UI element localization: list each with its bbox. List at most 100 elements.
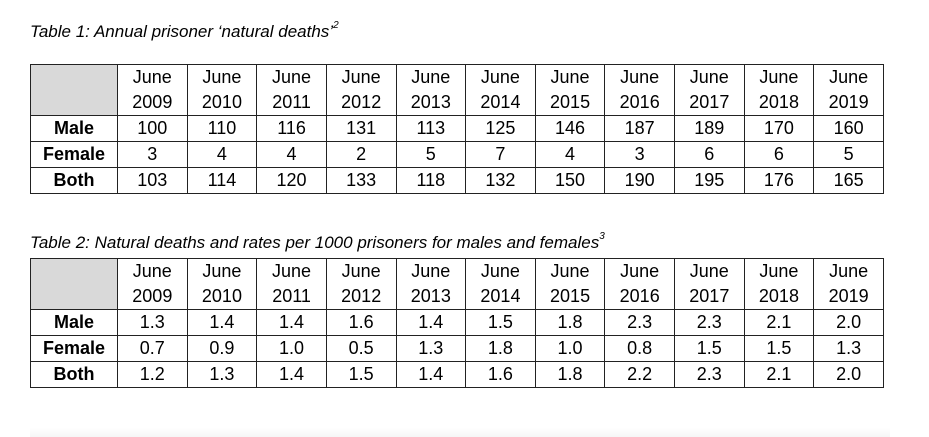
table2-footnote-marker: 3 [599,231,605,243]
column-header-year: 2013 [410,92,451,112]
table-cell: 187 [604,115,675,142]
table-cell: 4 [534,141,606,168]
column-header-month: June [550,67,590,87]
column-header-month: June [272,67,312,87]
table-cell: 1.4 [256,361,327,388]
table-cell: 1.4 [186,309,258,336]
column-header: June 2009 [117,64,188,116]
table-cell: 1.8 [465,335,536,362]
table-cell: 1.5 [465,309,536,336]
column-header-month: June [550,261,590,281]
column-header-month: June [689,67,729,87]
table-cell: 1.8 [534,309,606,336]
column-header-month: June [202,261,242,281]
column-header-year: 2015 [550,286,591,306]
column-header-year: 2009 [132,92,173,112]
table-cell: 2.1 [743,361,815,388]
column-header-month: June [132,261,172,281]
column-header-year: 2019 [828,286,869,306]
table-cell: 189 [674,115,745,142]
table-cell: 5 [813,141,884,168]
table-cell: 0.7 [117,335,188,362]
column-header-month: June [759,261,799,281]
table-cell: 118 [395,167,467,194]
column-header-year: 2009 [132,286,173,306]
column-header: June 2017 [674,64,745,116]
corner-cell [30,258,118,310]
table-row: Male 100 110 116 131 113 125 146 187 189 170 160 [30,115,884,142]
table-cell: 170 [743,115,815,142]
table-cell: 165 [813,167,884,194]
table-cell: 1.0 [534,335,606,362]
column-header: June 2010 [186,64,258,116]
table-cell: 150 [534,167,606,194]
column-header: June 2016 [604,258,675,310]
row-label: Male [30,309,118,336]
table-cell: 1.0 [256,335,327,362]
table-cell: 2.0 [813,309,884,336]
table1: June 2009 June 2010 June 2011 June 2012 June 2013… [30,64,884,194]
table-cell: 103 [117,167,188,194]
column-header-year: 2018 [758,92,799,112]
column-header-year: 2016 [619,286,660,306]
table-cell: 110 [186,115,258,142]
table-cell: 1.4 [256,309,327,336]
header-row: June 2009 June 2010 June 2011 June 2012 June 2013… [30,64,884,116]
row-label: Both [30,167,118,194]
table-cell: 114 [186,167,258,194]
column-header: June 2017 [674,258,745,310]
table-cell: 1.6 [325,309,397,336]
column-header-month: June [411,67,451,87]
column-header: June 2016 [604,64,675,116]
table-row: Female 0.7 0.9 1.0 0.5 1.3 1.8 1.0 0.8 1.5 1.5 1.3 [30,335,884,362]
table-row: Male 1.3 1.4 1.4 1.6 1.4 1.5 1.8 2.3 2.3 2.1 2.0 [30,309,884,336]
table-cell: 1.8 [534,361,606,388]
table1-caption-text: Table 1: Annual prisoner ‘natural deaths… [30,22,334,41]
column-header: June 2013 [395,64,467,116]
column-header-month: June [480,261,520,281]
column-header-year: 2012 [341,92,382,112]
column-header-month: June [620,261,660,281]
table-cell: 1.3 [395,335,467,362]
table-cell: 190 [604,167,675,194]
column-header: June 2009 [117,258,188,310]
column-header-month: June [132,67,172,87]
table-cell: 1.5 [674,335,745,362]
column-header-month: June [480,67,520,87]
column-header-year: 2017 [689,92,730,112]
table-cell: 1.4 [395,361,467,388]
table-cell: 2.0 [813,361,884,388]
table-cell: 2.2 [604,361,675,388]
column-header-month: June [272,261,312,281]
header-row: June 2009 June 2010 June 2011 June 2012 June 2013… [30,258,884,310]
column-header: June 2011 [256,64,327,116]
table-cell: 131 [325,115,397,142]
row-label: Female [30,335,118,362]
table1-footnote-marker: 2 [333,20,339,32]
column-header-month: June [689,261,729,281]
column-header: June 2011 [256,258,327,310]
column-header-year: 2010 [201,92,242,112]
column-header: June 2010 [186,258,258,310]
table-cell: 100 [117,115,188,142]
column-header-month: June [829,261,869,281]
column-header-year: 2014 [480,286,521,306]
column-header: June 2018 [743,258,815,310]
column-header-year: 2019 [828,92,869,112]
page-edge [30,428,890,437]
table-row: Both 103 114 120 133 118 132 150 190 195 176 165 [30,167,884,194]
table-cell: 3 [604,141,675,168]
table-row: Female 3 4 4 2 5 7 4 3 6 6 5 [30,141,884,168]
column-header: June 2018 [743,64,815,116]
table2-caption: Table 2: Natural deaths and rates per 10… [30,231,605,253]
table-cell: 1.3 [186,361,258,388]
column-header-year: 2017 [689,286,730,306]
column-header-month: June [829,67,869,87]
column-header-month: June [411,261,451,281]
table-cell: 5 [395,141,467,168]
column-header-year: 2011 [272,92,311,112]
column-header: June 2012 [325,64,397,116]
column-header-year: 2018 [758,286,799,306]
table-row: Both 1.2 1.3 1.4 1.5 1.4 1.6 1.8 2.2 2.3 2.1 2.0 [30,361,884,388]
row-label: Male [30,115,118,142]
